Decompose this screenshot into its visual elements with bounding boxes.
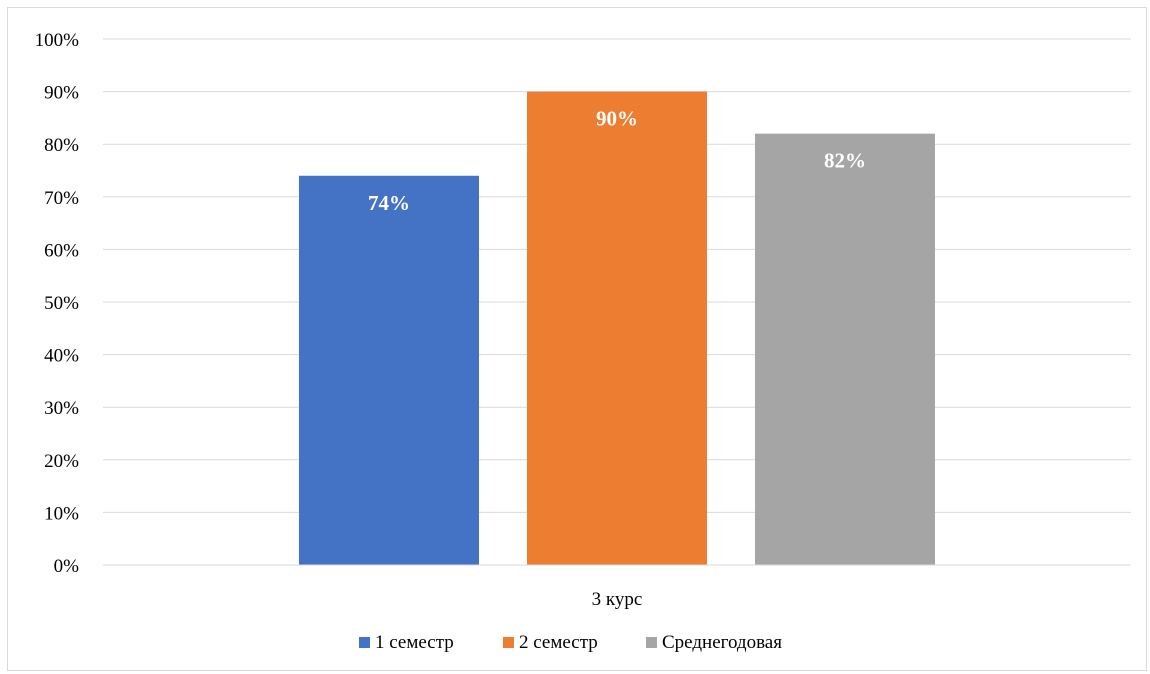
y-tick-label: 60% [44, 240, 79, 261]
y-axis: 0% 10% 20% 30% 40% 50% 60% 70% 80% 90% 100% [35, 30, 80, 577]
y-tick-label: 100% [35, 30, 80, 51]
data-labels: 74% 90% 82% [368, 107, 866, 215]
y-tick-label: 10% [44, 503, 79, 524]
y-tick-label: 20% [44, 451, 79, 472]
y-tick-label: 30% [44, 398, 79, 419]
y-tick-label: 50% [44, 293, 79, 314]
legend-label: Среднегодовая [662, 632, 782, 653]
legend-swatch [503, 637, 514, 648]
legend: 1 семестр 2 семестр Среднегодовая [359, 632, 782, 653]
y-tick-label: 80% [44, 135, 79, 156]
y-tick-label: 70% [44, 188, 79, 209]
data-label: 82% [824, 149, 866, 173]
bar [755, 133, 935, 565]
legend-label: 1 семестр [375, 632, 454, 653]
y-tick-label: 40% [44, 346, 79, 367]
legend-swatch [359, 637, 370, 648]
legend-swatch [646, 637, 657, 648]
data-label: 74% [368, 191, 410, 215]
bars [299, 91, 935, 565]
legend-label: 2 семестр [519, 632, 598, 653]
y-tick-label: 0% [54, 556, 80, 577]
bar [299, 175, 479, 565]
category-label: 3 курс [592, 589, 643, 610]
x-axis: 3 курс [103, 564, 1131, 610]
y-tick-label: 90% [44, 83, 79, 104]
bar [527, 91, 707, 565]
data-label: 90% [596, 107, 638, 131]
